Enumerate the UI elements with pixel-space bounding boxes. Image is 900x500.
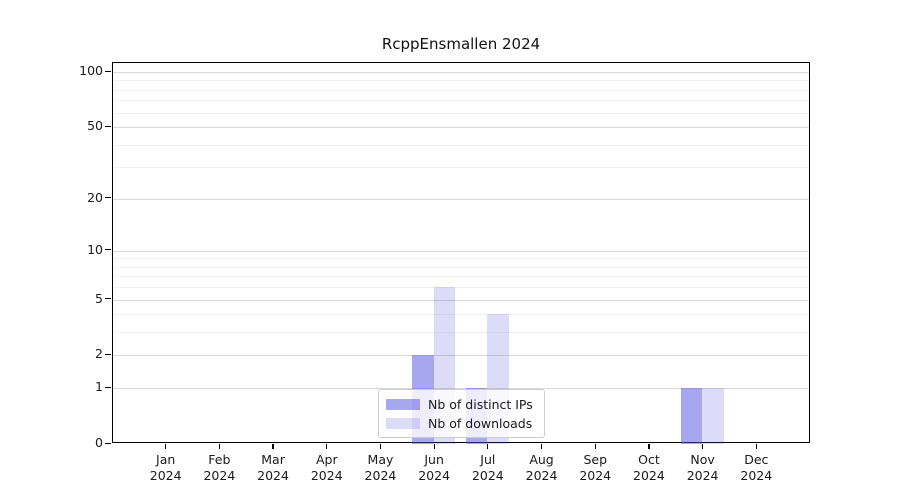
plot-area (112, 62, 810, 444)
x-tick-label: May 2024 (364, 452, 397, 483)
y-tick-label: 100 (79, 63, 103, 78)
x-tick-label: Dec 2024 (740, 452, 773, 483)
y-gridline-major (113, 355, 809, 357)
y-tick-mark (105, 386, 111, 388)
x-tick-label: Aug 2024 (525, 452, 558, 483)
y-gridline-major (113, 388, 809, 390)
y-gridline-major (113, 127, 809, 129)
y-tick-mark (105, 249, 111, 251)
x-tick-label: Sep 2024 (579, 452, 612, 483)
legend-item-distinct-ips: Nb of distinct IPs (386, 397, 537, 412)
y-gridline-major (113, 299, 809, 301)
y-gridline-minor (113, 276, 809, 278)
x-tick-label: Mar 2024 (257, 452, 289, 483)
x-tick-mark (379, 444, 382, 449)
y-gridline-major (113, 198, 809, 200)
x-tick-mark (702, 444, 704, 449)
y-gridline-minor (113, 314, 809, 316)
x-tick-label: Apr 2024 (310, 452, 343, 483)
x-tick-label: Feb 2024 (203, 452, 236, 483)
legend: Nb of distinct IPs Nb of downloads (378, 389, 545, 438)
legend-label-downloads: Nb of downloads (428, 415, 533, 431)
y-tick-mark (105, 70, 111, 72)
y-gridline-minor (113, 100, 809, 102)
y-tick-mark (105, 442, 111, 444)
y-tick-label: 1 (95, 379, 103, 395)
y-tick-label: 2 (95, 346, 103, 362)
bar-distinct-ips-nov (680, 388, 703, 444)
bar-downloads-nov (702, 388, 724, 444)
y-gridline-minor (113, 80, 809, 82)
y-tick-mark (105, 353, 111, 356)
y-tick-label: 5 (95, 290, 103, 306)
y-gridline-major (113, 250, 809, 252)
x-tick-mark (218, 444, 220, 449)
x-tick-label: Oct 2024 (633, 452, 665, 483)
y-tick-mark (105, 197, 111, 199)
y-gridline-minor (113, 287, 809, 289)
x-tick-mark (540, 444, 543, 449)
legend-item-downloads: Nb of downloads (386, 416, 537, 431)
y-tick-label: 0 (95, 435, 103, 450)
y-tick-label: 20 (87, 189, 103, 205)
y-tick-label: 50 (87, 118, 103, 134)
x-tick-mark (433, 444, 435, 449)
x-tick-mark (165, 444, 167, 449)
x-tick-mark (272, 444, 274, 449)
x-tick-mark (755, 444, 757, 449)
y-tick-mark (105, 298, 111, 300)
y-gridline-minor (113, 258, 809, 260)
x-tick-label: Jul 2024 (471, 452, 504, 483)
y-gridline-minor (113, 167, 809, 169)
y-tick-label: 10 (87, 241, 103, 257)
y-gridline-minor (113, 266, 809, 268)
legend-swatch-downloads (386, 417, 420, 429)
y-gridline-minor (113, 112, 809, 114)
legend-swatch-distinct-ips (386, 398, 420, 410)
x-tick-mark (648, 444, 650, 449)
x-tick-label: Nov 2024 (686, 452, 719, 483)
chart-title: RcppEnsmallen 2024 (381, 35, 541, 53)
x-tick-label: Jun 2024 (418, 452, 451, 483)
legend-label-distinct-ips: Nb of distinct IPs (428, 396, 533, 412)
y-gridline-minor (113, 144, 809, 146)
x-tick-mark (594, 444, 596, 449)
y-tick-mark (105, 125, 111, 127)
x-tick-label: Jan 2024 (149, 452, 182, 483)
x-tick-mark (326, 444, 328, 449)
y-gridline-minor (113, 89, 809, 91)
y-gridline-minor (113, 332, 809, 334)
x-tick-mark (487, 444, 489, 449)
y-gridline-major (113, 72, 809, 73)
